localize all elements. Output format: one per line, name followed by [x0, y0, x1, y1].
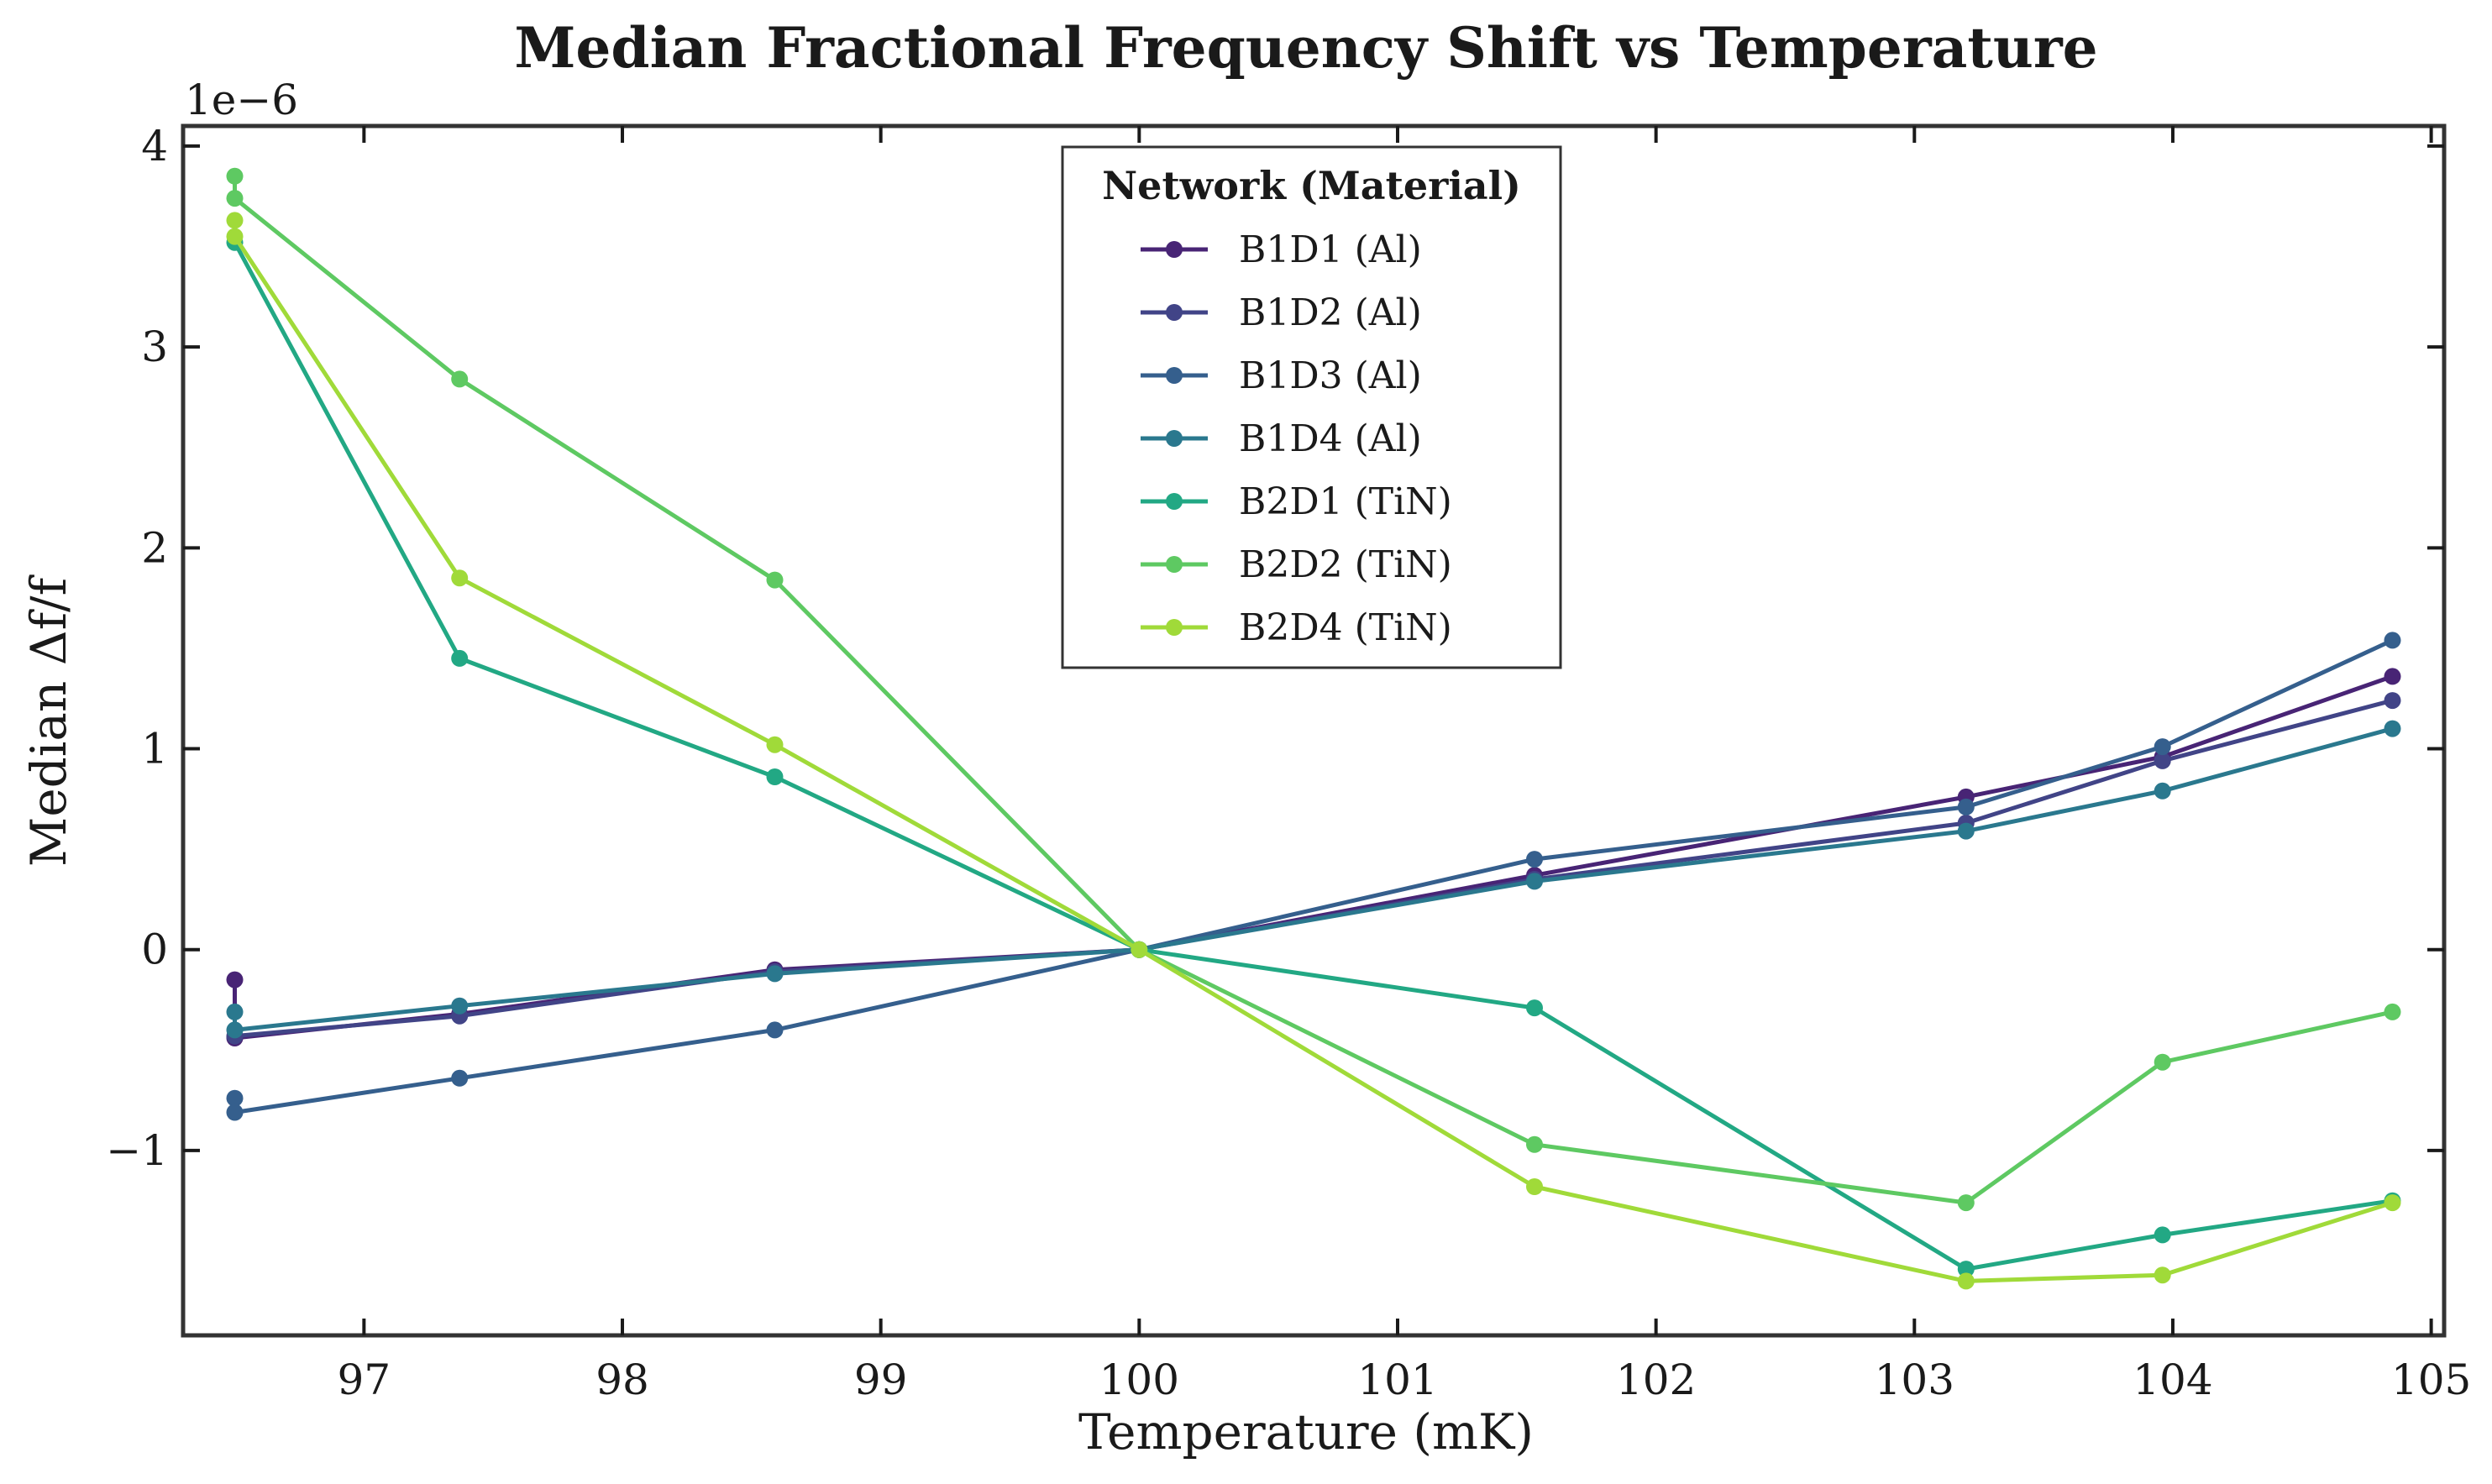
axes-frame: [181, 123, 2447, 1338]
legend-entry: B1D1 (Al): [1141, 228, 1422, 271]
data-point: [2154, 752, 2171, 769]
x-tick-label: 104: [2133, 1356, 2212, 1404]
data-point: [2384, 720, 2401, 737]
legend-marker: [1166, 430, 1183, 447]
x-axis-label: Temperature (mK): [1078, 1403, 1534, 1460]
data-point: [766, 965, 784, 983]
legend-entry: B2D1 (TiN): [1141, 480, 1452, 523]
y-tick-label: 2: [141, 523, 168, 572]
series-b1d2: [226, 692, 2401, 1045]
legend-entry: B2D4 (TiN): [1141, 606, 1452, 649]
data-point: [1131, 941, 1148, 958]
data-point: [1526, 999, 1543, 1017]
data-point: [226, 1104, 244, 1121]
legend-marker: [1166, 619, 1183, 636]
y-tick-label: 4: [141, 122, 168, 170]
data-point: [2384, 668, 2401, 685]
legend-entry: B1D3 (Al): [1141, 354, 1422, 397]
series-b1d3: [226, 632, 2401, 1121]
data-point: [1526, 1135, 1543, 1153]
data-point: [451, 569, 469, 587]
data-point: [2154, 782, 2171, 800]
y-tick-label: −1: [106, 1126, 168, 1175]
data-point: [2154, 738, 2171, 756]
legend-title: Network (Material): [1102, 163, 1521, 208]
data-point: [226, 971, 244, 988]
data-point: [226, 1003, 244, 1020]
legend-marker: [1166, 556, 1183, 573]
x-tick-label: 102: [1616, 1356, 1696, 1404]
data-point: [1526, 873, 1543, 890]
x-tick-label: 100: [1099, 1356, 1179, 1404]
data-point: [2384, 632, 2401, 649]
data-point: [1957, 822, 1975, 840]
x-tick-label: 105: [2391, 1356, 2471, 1404]
legend-box: [1061, 145, 1562, 669]
series-b2d4: [226, 212, 2401, 1290]
series-b1d4: [226, 720, 2401, 1039]
data-point: [1526, 1178, 1543, 1195]
legend-marker: [1166, 367, 1183, 384]
data-point: [766, 571, 784, 589]
data-point: [2154, 1053, 2171, 1071]
data-point: [226, 1021, 244, 1039]
y-tick-label: 3: [141, 322, 168, 371]
series-b1d1: [226, 668, 2401, 1046]
legend-marker: [1166, 241, 1183, 258]
data-point: [226, 190, 244, 207]
data-point: [226, 228, 244, 245]
data-point: [2384, 692, 2401, 710]
y-tick-label: 0: [141, 926, 168, 974]
series-line: [233, 241, 2393, 1272]
data-point: [1957, 1194, 1975, 1212]
series-line: [233, 638, 2394, 1114]
data-point: [2154, 1226, 2171, 1244]
legend: Network (Material) B1D1 (Al) B1D2 (Al) B1D3…: [1061, 145, 1562, 669]
y-offset-label: 1e−6: [185, 76, 298, 124]
legend-label: B1D4 (Al): [1239, 417, 1422, 460]
data-point: [766, 768, 784, 785]
data-point: [451, 649, 469, 667]
data-point: [766, 736, 784, 753]
series-line: [233, 674, 2394, 1041]
x-tick-label: 101: [1357, 1356, 1437, 1404]
data-point: [1957, 798, 1975, 815]
legend-label: B2D4 (TiN): [1239, 606, 1452, 649]
y-axis-label: Median Δf/f: [20, 574, 77, 867]
data-point: [1957, 1261, 1975, 1278]
x-tick-label: 99: [854, 1356, 908, 1404]
data-point: [226, 1089, 244, 1107]
data-point: [451, 1069, 469, 1087]
legend-label: B2D2 (TiN): [1239, 543, 1452, 586]
data-point: [1526, 851, 1543, 868]
legend-marker: [1166, 304, 1183, 321]
chart-title: Median Fractional Frequency Shift vs Tem…: [514, 15, 2097, 81]
legend-marker: [1166, 493, 1183, 510]
data-point: [226, 212, 244, 229]
legend-entry: B2D2 (TiN): [1141, 543, 1452, 586]
legend-entry: B1D2 (Al): [1141, 291, 1422, 334]
x-tick-label: 103: [1875, 1356, 1954, 1404]
x-tick-label: 98: [595, 1356, 649, 1404]
data-point: [2154, 1266, 2171, 1284]
data-point: [451, 370, 469, 388]
plot-area: 97 98 99 100 101 102 103 104 105 −1 0 1 2 3 4: [106, 122, 2471, 1404]
legend-label: B1D1 (Al): [1239, 228, 1422, 271]
data-point: [2384, 1003, 2401, 1020]
legend-label: B1D2 (Al): [1239, 291, 1422, 334]
x-tick-label: 97: [338, 1356, 391, 1404]
data-point: [2384, 1194, 2401, 1212]
legend-label: B2D1 (TiN): [1239, 480, 1452, 523]
legend-entry: B1D4 (Al): [1141, 417, 1422, 460]
y-tick-label: 1: [141, 725, 168, 773]
series-line: [234, 698, 2394, 1039]
legend-label: B1D3 (Al): [1239, 354, 1422, 397]
data-point: [451, 997, 469, 1015]
data-point: [1957, 1272, 1975, 1290]
data-point: [226, 167, 244, 185]
data-point: [766, 1021, 784, 1039]
